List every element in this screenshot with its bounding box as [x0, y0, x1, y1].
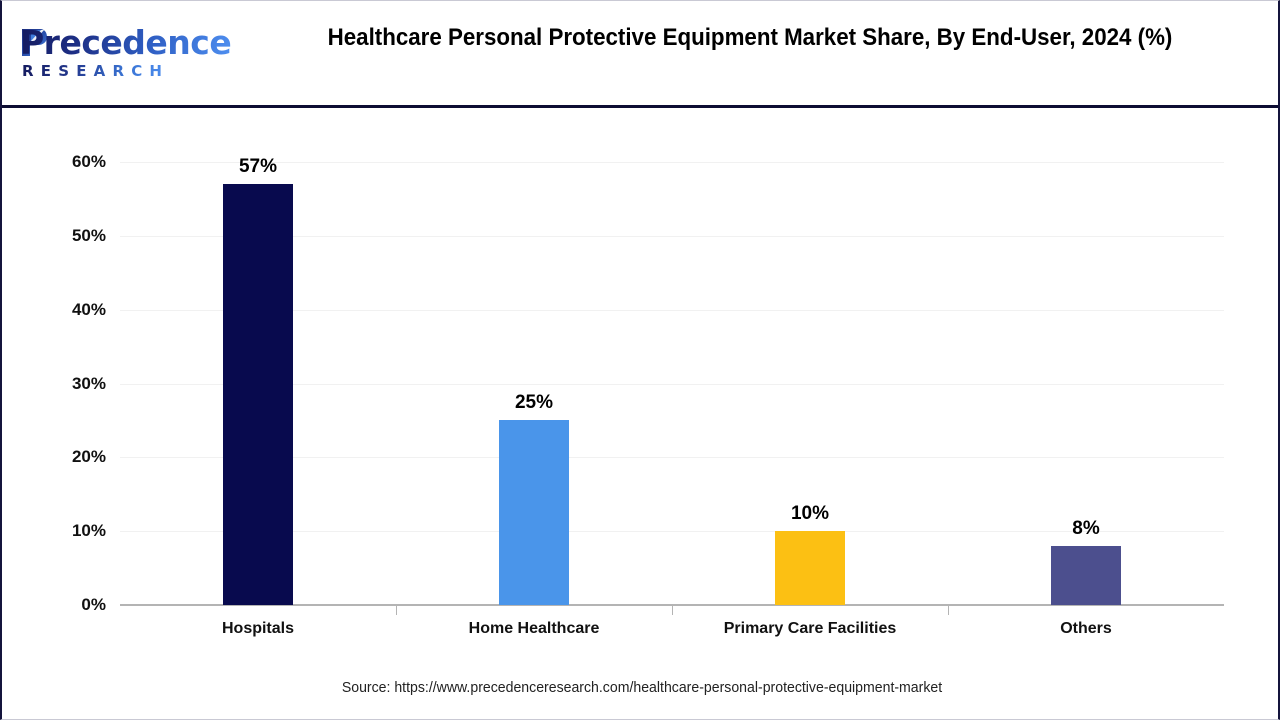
chart-title: Healthcare Personal Protective Equipment…: [327, 24, 1173, 51]
x-axis-line: [120, 604, 1224, 606]
y-axis-tick-label: 30%: [71, 373, 106, 393]
logo-subtitle: RESEARCH: [22, 62, 170, 80]
bar-home-healthcare[interactable]: [499, 420, 569, 605]
x-axis-tick: [672, 606, 673, 615]
precedence-research-logo: Precedence RESEARCH: [14, 23, 232, 85]
bar-value-label: 10%: [790, 503, 830, 525]
bar-value-label: 8%: [1072, 517, 1100, 539]
y-axis-tick-label: 40%: [71, 299, 106, 319]
y-axis-tick-label: 50%: [71, 225, 106, 245]
x-axis-tick: [948, 606, 949, 615]
y-axis-tick-label: 10%: [71, 521, 106, 541]
bar-primary-care-facilities[interactable]: [775, 531, 845, 605]
gridline: [120, 235, 1224, 237]
y-axis-labels: 0% 10% 20% 30% 40% 50% 60%: [2, 152, 106, 614]
gridline: [120, 531, 1224, 533]
y-axis-tick-label: 20%: [71, 447, 106, 467]
x-axis-tick: [396, 606, 397, 615]
category-label: Others: [1060, 620, 1112, 637]
gridline: [120, 162, 1224, 163]
precedence-p-mark-icon: [22, 29, 47, 56]
chart-header: Precedence RESEARCH Healthcare Personal …: [2, 1, 1278, 108]
y-axis-tick-label: 0%: [81, 595, 106, 614]
category-label: Primary Care Facilities: [723, 620, 897, 637]
bar-hospitals[interactable]: [223, 184, 293, 605]
y-axis-tick-label: 60%: [71, 152, 106, 171]
category-label: Hospitals: [221, 620, 294, 637]
logo-wordmark: Precedence: [20, 23, 232, 62]
bar-value-label: 57%: [238, 156, 278, 178]
gridline: [120, 309, 1224, 311]
gridline: [120, 383, 1224, 385]
gridline: [120, 457, 1224, 459]
source-caption: Source: https://www.precedenceresearch.c…: [341, 679, 943, 696]
bar-others[interactable]: [1051, 545, 1121, 605]
category-label: Home Healthcare: [468, 620, 600, 637]
bar-value-label: 25%: [514, 392, 554, 414]
